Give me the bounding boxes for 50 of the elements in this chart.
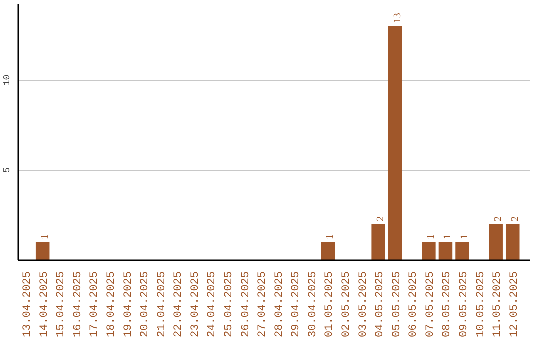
data-label: 1: [40, 234, 51, 240]
x-tick-label: 01.05.2025: [324, 271, 336, 338]
x-tick-label: 19.04.2025: [122, 271, 135, 338]
data-label: 2: [493, 216, 504, 222]
bar: [489, 224, 503, 260]
x-tick-label: 23.04.2025: [190, 271, 202, 338]
x-tick-label: 10.05.2025: [475, 271, 488, 338]
x-tick-label: 29.04.2025: [290, 271, 303, 338]
data-label: 2: [376, 216, 387, 222]
x-tick-label: 22.04.2025: [173, 271, 186, 338]
x-tick-label: 21.04.2025: [156, 271, 168, 338]
x-tick-label: 16.04.2025: [72, 271, 84, 338]
x-tick-label: 11.05.2025: [492, 271, 504, 338]
bar: [456, 242, 470, 260]
x-tick-label: 08.05.2025: [442, 271, 454, 338]
data-label: 1: [325, 234, 336, 240]
data-label: 2: [510, 216, 521, 222]
bar: [388, 26, 402, 260]
x-tick-label: 17.04.2025: [89, 271, 102, 338]
x-tick-label: 27.04.2025: [257, 271, 270, 338]
data-label: 1: [426, 234, 437, 240]
x-tick-label: 24.04.2025: [206, 271, 219, 338]
x-tick-label: 14.04.2025: [38, 271, 51, 338]
x-tick-label: 20.04.2025: [140, 271, 152, 338]
x-tick-label: 28.04.2025: [274, 271, 286, 338]
bar: [438, 242, 453, 260]
x-tick-label: 07.05.2025: [424, 271, 437, 338]
y-tick-label: 5: [2, 168, 12, 174]
x-tick-label: 30.04.2025: [307, 271, 320, 338]
x-tick-label: 05.05.2025: [391, 271, 404, 338]
y-tick-label: 10: [2, 74, 12, 86]
x-tick-label: 12.05.2025: [508, 271, 521, 338]
x-tick-label: 15.04.2025: [56, 271, 68, 338]
data-label: 1: [460, 234, 471, 240]
x-tick-label: 13.04.2025: [22, 271, 34, 338]
bar: [422, 242, 436, 260]
x-tick-label: 06.05.2025: [408, 271, 420, 338]
bar: [36, 242, 50, 260]
data-label: 1: [442, 234, 454, 240]
x-tick-label: 09.05.2025: [458, 271, 471, 338]
x-tick-label: 04.05.2025: [374, 271, 387, 338]
bar: [321, 242, 336, 260]
x-tick-label: 03.05.2025: [358, 271, 370, 338]
bar: [506, 224, 520, 260]
x-tick-label: 26.04.2025: [240, 271, 252, 338]
x-tick-label: 18.04.2025: [106, 271, 118, 338]
x-tick-label: 02.05.2025: [341, 271, 354, 338]
x-tick-label: 25.04.2025: [223, 271, 236, 338]
data-label: 13: [392, 13, 404, 24]
bar: [372, 224, 386, 260]
